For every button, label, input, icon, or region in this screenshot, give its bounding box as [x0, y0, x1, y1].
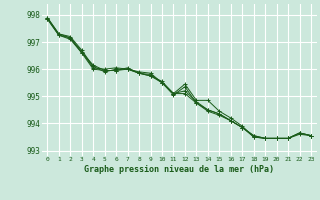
- X-axis label: Graphe pression niveau de la mer (hPa): Graphe pression niveau de la mer (hPa): [84, 165, 274, 174]
